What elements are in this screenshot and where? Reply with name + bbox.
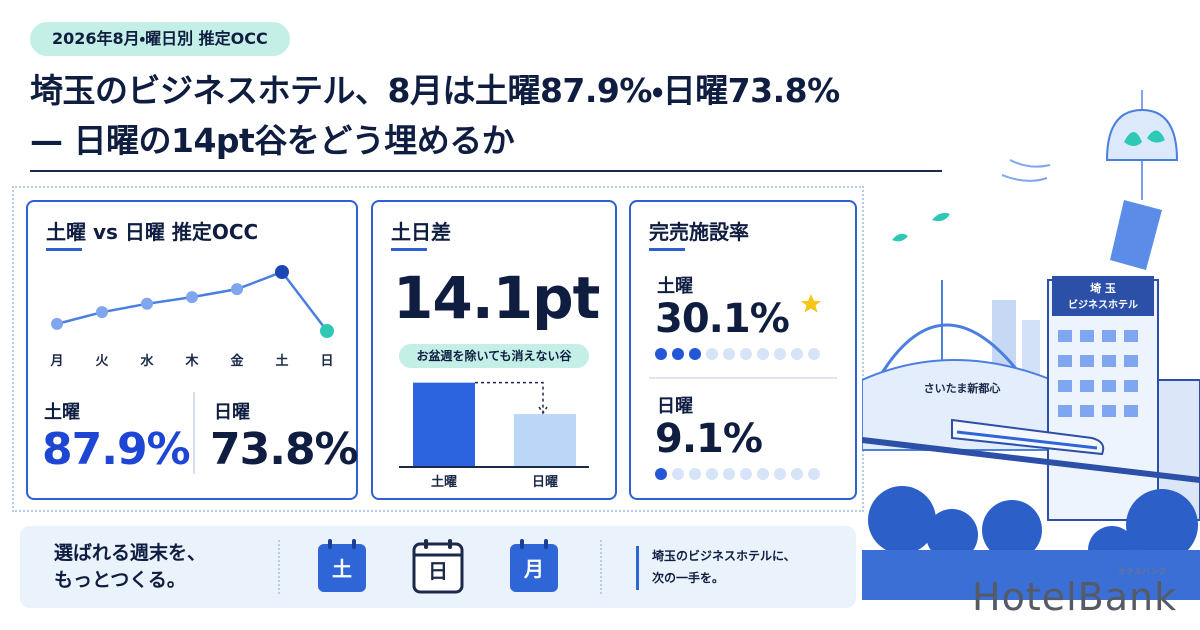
dot <box>723 348 735 360</box>
dot <box>774 348 786 360</box>
logo: HotelBank <box>972 575 1178 619</box>
x-tick-label: 水 <box>139 353 154 369</box>
banner: 選ばれる週末を、 もっとつくる。 土 日 月 埼玉のビジネスホテルに、 次の一手… <box>20 526 856 608</box>
dot <box>672 468 684 480</box>
calendar-day: 土 <box>332 557 352 581</box>
calendar-icons: 土 日 月 <box>318 539 558 594</box>
title-rule <box>30 170 942 172</box>
dot <box>757 468 769 480</box>
stat-value: 73.8% <box>210 424 359 475</box>
dots-label: 日曜 <box>657 396 693 417</box>
x-tick-label: 木 <box>184 353 199 369</box>
line-point <box>320 324 334 338</box>
title-underline <box>649 248 685 251</box>
card-title: 土曜 vs 日曜 推定OCC <box>46 220 259 244</box>
card-title: 完売施設率 <box>649 220 749 244</box>
star-icon <box>801 294 821 313</box>
hotel-building: 埼 玉 ビジネスホテル <box>1047 276 1200 521</box>
stat-value: 87.9% <box>42 424 191 475</box>
line-point <box>231 283 243 296</box>
card-frame <box>12 186 864 512</box>
dot <box>791 468 803 480</box>
line-point <box>51 317 63 330</box>
calendar-icon: 土 <box>318 539 366 592</box>
dot <box>723 468 735 480</box>
bar-card: 土曜 日曜 土日差 14.1pt お盆週を除いても消えない谷 <box>371 200 617 500</box>
dots-value: 30.1% <box>655 296 790 342</box>
line-chart: 月火水木金土日 <box>49 265 334 474</box>
calendar-day: 日 <box>428 559 448 583</box>
stat-label: 日曜 <box>214 402 250 423</box>
calendar-day: 月 <box>523 557 544 581</box>
dot <box>672 348 684 360</box>
x-tick-label: 月 <box>49 354 63 369</box>
gap-arrow <box>475 381 548 415</box>
dot <box>689 468 701 480</box>
x-tick-label: 日 <box>320 354 333 369</box>
bar-chart: 土曜 日曜 <box>399 381 589 490</box>
dot <box>655 348 667 360</box>
message: 埼玉のビジネスホテルに、 <box>652 549 796 563</box>
title-underline <box>46 248 82 251</box>
divider <box>278 540 281 594</box>
tagline: もっとつくる。 <box>54 569 186 591</box>
wind-chime <box>892 90 1179 270</box>
x-tick-label: 日曜 <box>532 475 558 490</box>
dots-label: 土曜 <box>657 276 693 297</box>
title-underline <box>391 248 427 251</box>
badge: 2026年8月・曜日別 推定OCC <box>30 22 290 56</box>
dot <box>706 348 718 360</box>
dot <box>740 348 752 360</box>
calendar-icon: 日 <box>412 539 464 594</box>
train <box>862 418 1200 483</box>
message: 次の一手を。 <box>652 571 725 585</box>
title-line: — 日曜の14pt谷をどう埋めるか <box>30 121 515 160</box>
dots-card: 完売施設率 土曜 30.1% 日曜 9.1% <box>629 200 857 500</box>
trees <box>862 486 1200 600</box>
station-label: さいたま新都心 <box>924 381 1001 395</box>
illustration: さいたま新都心 埼 玉 ビジネスホテル <box>862 90 1200 600</box>
accent-bar <box>636 546 639 590</box>
tagline: 選ばれる週末を、 <box>54 542 207 564</box>
x-tick-label: 土 <box>275 353 288 369</box>
line-point <box>275 265 289 279</box>
bar <box>514 414 576 467</box>
dot <box>757 348 769 360</box>
dot <box>808 468 820 480</box>
dot <box>740 468 752 480</box>
x-tick-label: 金 <box>230 353 244 369</box>
note-tag: お盆週を除いても消えない谷 <box>399 344 589 368</box>
calendar-icon: 月 <box>510 539 558 592</box>
hotel-sign: 埼 玉 <box>1090 281 1116 295</box>
hotel-sign: ビジネスホテル <box>1068 298 1138 311</box>
stat-label: 土曜 <box>44 402 80 423</box>
logo-kana: ホテルバンク <box>1118 567 1167 576</box>
dot <box>655 468 667 480</box>
line-point <box>141 297 153 310</box>
dot <box>791 348 803 360</box>
dot <box>808 348 820 360</box>
x-tick-label: 火 <box>95 354 108 369</box>
dot <box>774 468 786 480</box>
line-point <box>186 291 198 304</box>
headline: 14.1pt <box>393 264 600 332</box>
divider <box>600 540 603 594</box>
card-title: 土日差 <box>391 220 451 244</box>
line-point <box>96 306 108 319</box>
title-line: 埼玉のビジネスホテル、8月は土曜87.9%・日曜73.8% <box>30 71 840 110</box>
dots-value: 9.1% <box>655 416 763 462</box>
x-tick-label: 土曜 <box>431 474 457 490</box>
dots-chart <box>649 294 837 480</box>
dot <box>689 348 701 360</box>
dot <box>706 468 718 480</box>
line-card: 月 火 水 木 金 土 日 土曜 vs 日曜 推定OCC 土曜 87.9% 日曜 73.8% <box>26 200 359 500</box>
bar <box>413 382 475 467</box>
